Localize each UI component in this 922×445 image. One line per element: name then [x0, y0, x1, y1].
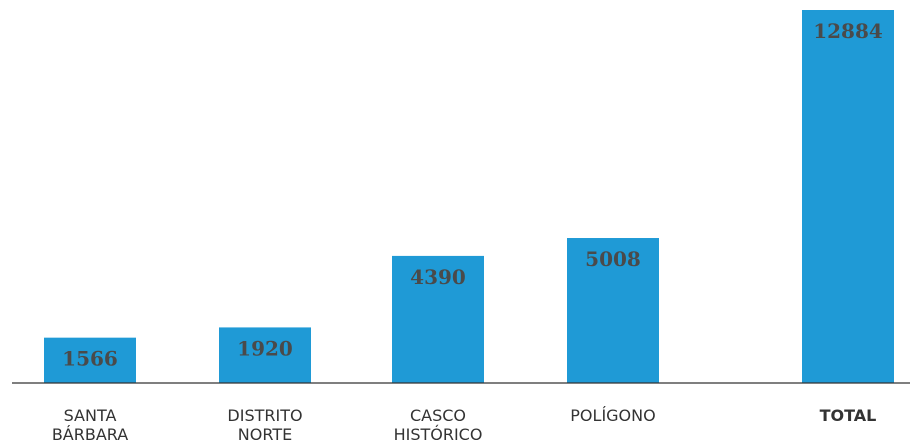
bar-4 [802, 10, 894, 383]
bar-3 [567, 238, 659, 383]
value-labels-group: 1566 1920 4390 5008 12884 [62, 19, 883, 371]
value-label-1: 1920 [237, 336, 293, 360]
value-label-4: 12884 [813, 19, 883, 43]
category-label-2: CASCO HISTÓRICO [394, 406, 483, 444]
category-label-1-line-1: NORTE [238, 425, 292, 444]
category-label-3-line-0: POLÍGONO [570, 406, 655, 425]
category-label-0: SANTA BÁRBARA [52, 406, 128, 444]
bar-0 [44, 337, 136, 383]
category-labels-group: SANTA BÁRBARA DISTRITO NORTE CASCO HISTÓRICO P… [52, 406, 877, 444]
category-label-1: DISTRITO NORTE [227, 406, 302, 444]
category-label-1-line-0: DISTRITO [227, 406, 302, 425]
category-label-2-line-0: CASCO [410, 406, 466, 425]
category-label-0-line-1: BÁRBARA [52, 425, 128, 444]
value-label-2: 4390 [410, 265, 466, 289]
category-label-4-line-0: TOTAL [820, 406, 877, 425]
bar-1 [219, 327, 311, 383]
category-label-3: POLÍGONO [570, 406, 655, 425]
bars-group [44, 10, 894, 383]
bar-2 [392, 255, 484, 383]
category-label-0-line-0: SANTA [64, 406, 117, 425]
value-label-0: 1566 [62, 347, 118, 371]
category-label-2-line-1: HISTÓRICO [394, 425, 483, 444]
category-label-4: TOTAL [820, 406, 877, 425]
value-label-3: 5008 [585, 247, 641, 271]
